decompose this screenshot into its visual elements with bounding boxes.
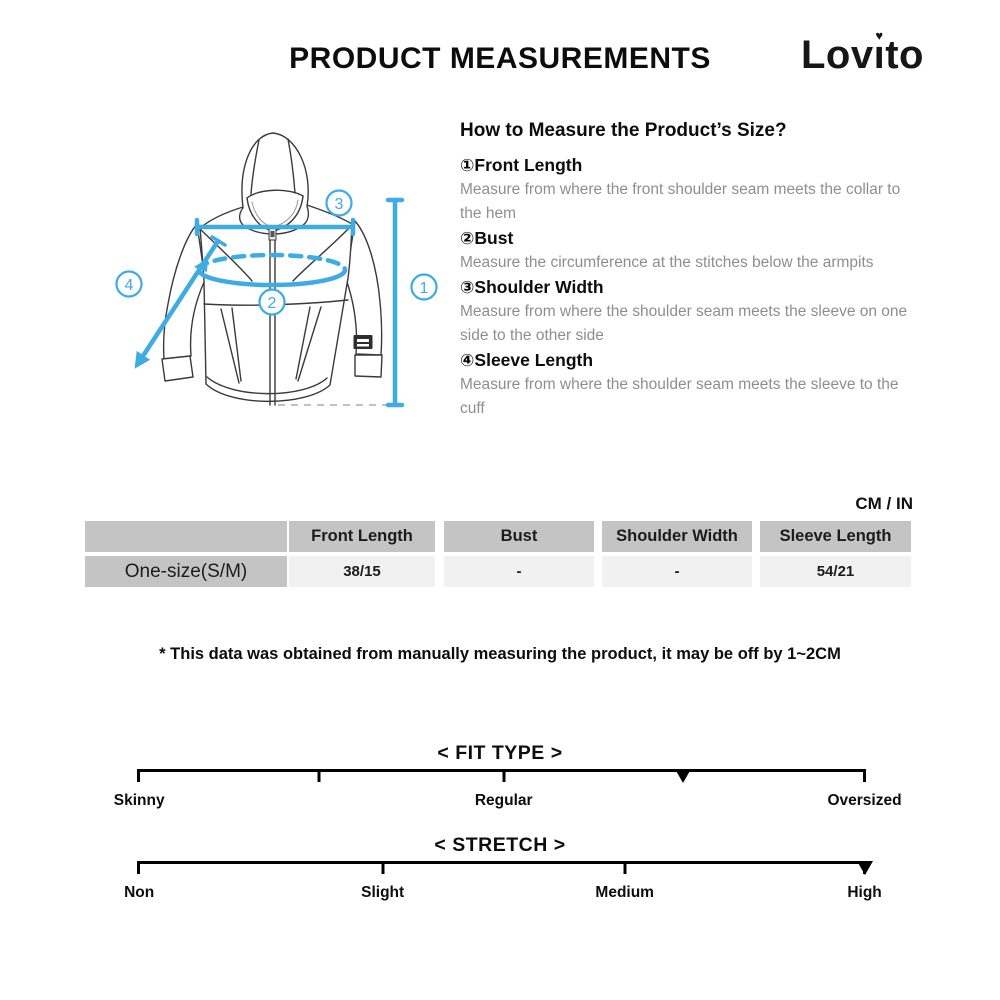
sleeve-length-arrowhead (134, 350, 151, 369)
hood-panel-right (287, 138, 296, 194)
header-cell-bust: Bust (444, 521, 594, 552)
how-to-title: How to Measure the Product’s Size? (460, 120, 787, 141)
sleeve-label-mark2 (357, 344, 369, 347)
right-pocket-line2 (295, 306, 311, 380)
size-cell: One-size(S/M) (85, 556, 287, 587)
value-bust: - (444, 556, 594, 587)
table-row: One-size(S/M) 38/15 - - 54/21 (85, 556, 913, 587)
scale-tick (137, 769, 140, 782)
measure-item-name: Bust (474, 228, 514, 248)
value-shoulder-width: - (602, 556, 752, 587)
shoulder-width-caps (194, 217, 356, 237)
right-pocket-line (297, 306, 322, 382)
right-raglan-seam (292, 225, 352, 282)
stretch-label-high: High (847, 884, 882, 901)
hood-panel-left (250, 139, 260, 195)
left-cuff (161, 355, 194, 382)
hood (238, 132, 310, 235)
header-cell-front-length: Front Length (289, 521, 435, 552)
measure-item-shoulder-width: ③Shoulder Width Measure from where the s… (460, 275, 915, 348)
sleeve-label-mark (357, 339, 369, 342)
garment-measurement-diagram: 1 2 3 4 (115, 132, 438, 408)
fit-type-title: < FIT TYPE > (437, 742, 563, 764)
measure-item-bust: ②Bust Measure the circumference at the s… (460, 226, 915, 275)
stretch-label-non: Non (124, 884, 155, 901)
circled-3-icon: ③ (460, 278, 475, 298)
marker-circle-2 (258, 288, 286, 316)
hood-brow-line (246, 189, 304, 199)
diagram-marker-3: 3 (335, 196, 344, 213)
right-cuff (354, 354, 383, 378)
unit-label: CM / IN (855, 494, 913, 513)
scale-tick (137, 861, 140, 874)
stretch-title: < STRETCH > (434, 834, 566, 856)
circled-1-icon: ① (460, 156, 475, 176)
sleeve-length-line (140, 238, 221, 359)
face-opening-right (272, 195, 304, 232)
zipper-slider (270, 231, 275, 237)
heart-icon: ♥ (875, 28, 884, 43)
fit-type-marker-triangle-icon (675, 769, 692, 783)
stretch-label-slight: Slight (361, 884, 405, 901)
brand-logo-text-post: to (885, 33, 924, 77)
right-sleeve (345, 220, 383, 356)
stretch-scale-bar (137, 861, 873, 875)
fit-type-label-oversized: Oversized (827, 792, 902, 809)
left-pocket-line (220, 308, 240, 384)
marker-circle-4 (115, 270, 143, 298)
scale-tick (381, 861, 385, 874)
scale-tick (863, 769, 866, 782)
value-front-length: 38/15 (289, 556, 435, 587)
measure-item-desc: Measure from where the shoulder seam mee… (460, 303, 908, 344)
scale-tick (623, 861, 627, 874)
sleeve-length-top-tick (210, 235, 227, 247)
stretch-label-medium: Medium (595, 884, 654, 901)
zipper-line (269, 231, 276, 406)
fit-type-labels: Skinny Regular Oversized (114, 792, 902, 812)
measure-item-name: Sleeve Length (474, 350, 594, 370)
front-length-caps (385, 197, 405, 408)
marker-circle-3 (325, 189, 353, 217)
header-cell-sleeve-length: Sleeve Length (760, 521, 911, 552)
circled-4-icon: ④ (460, 351, 475, 371)
scale-tick (317, 769, 321, 782)
header-cell-shoulder-width: Shoulder Width (602, 521, 752, 552)
measure-item-sleeve-length: ④Sleeve Length Measure from where the sh… (460, 348, 915, 421)
diagram-marker-1: 1 (420, 280, 429, 297)
table-header-row: Front Length Bust Shoulder Width Sleeve … (85, 521, 913, 552)
circled-2-icon: ② (460, 229, 475, 249)
how-to-measure-section: How to Measure the Product’s Size? ①Fron… (460, 120, 915, 421)
brand-logo: Lov ♥ ıto (800, 28, 924, 78)
measure-item-name: Front Length (474, 155, 583, 175)
measurements-table: Front Length Bust Shoulder Width Sleeve … (85, 521, 913, 587)
measure-item-desc: Measure from where the front shoulder se… (460, 181, 901, 222)
marker-circle-1 (410, 273, 438, 301)
measurement-disclaimer-note: * This data was obtained from manually m… (159, 645, 841, 663)
stretch-labels: Non Slight Medium High (124, 884, 882, 904)
bust-ellipse-front (196, 267, 348, 288)
value-sleeve-length: 54/21 (760, 556, 911, 587)
measure-item-name: Shoulder Width (474, 277, 604, 297)
header-cell-empty (85, 521, 287, 552)
diagram-marker-2: 2 (268, 295, 277, 312)
left-pocket-line2 (231, 307, 242, 382)
fit-type-label-regular: Regular (474, 792, 533, 809)
measure-item-front-length: ①Front Length Measure from where the fro… (460, 153, 915, 226)
hem-inner-line (206, 376, 328, 395)
fit-type-scale-bar (137, 769, 866, 783)
scale-tick (502, 769, 506, 782)
brand-logo-text-pre: Lov (800, 33, 874, 77)
measure-item-desc: Measure from where the shoulder seam mee… (460, 376, 899, 417)
brand-logo-i: ♥ ı (873, 28, 886, 77)
measure-item-desc: Measure the circumference at the stitche… (460, 254, 874, 271)
fit-type-label-skinny: Skinny (113, 792, 165, 809)
diagram-marker-4: 4 (125, 277, 134, 294)
stretch-marker-triangle-icon (856, 861, 873, 875)
page-title: PRODUCT MEASUREMENTS (289, 42, 711, 75)
left-raglan-seam (200, 229, 253, 282)
